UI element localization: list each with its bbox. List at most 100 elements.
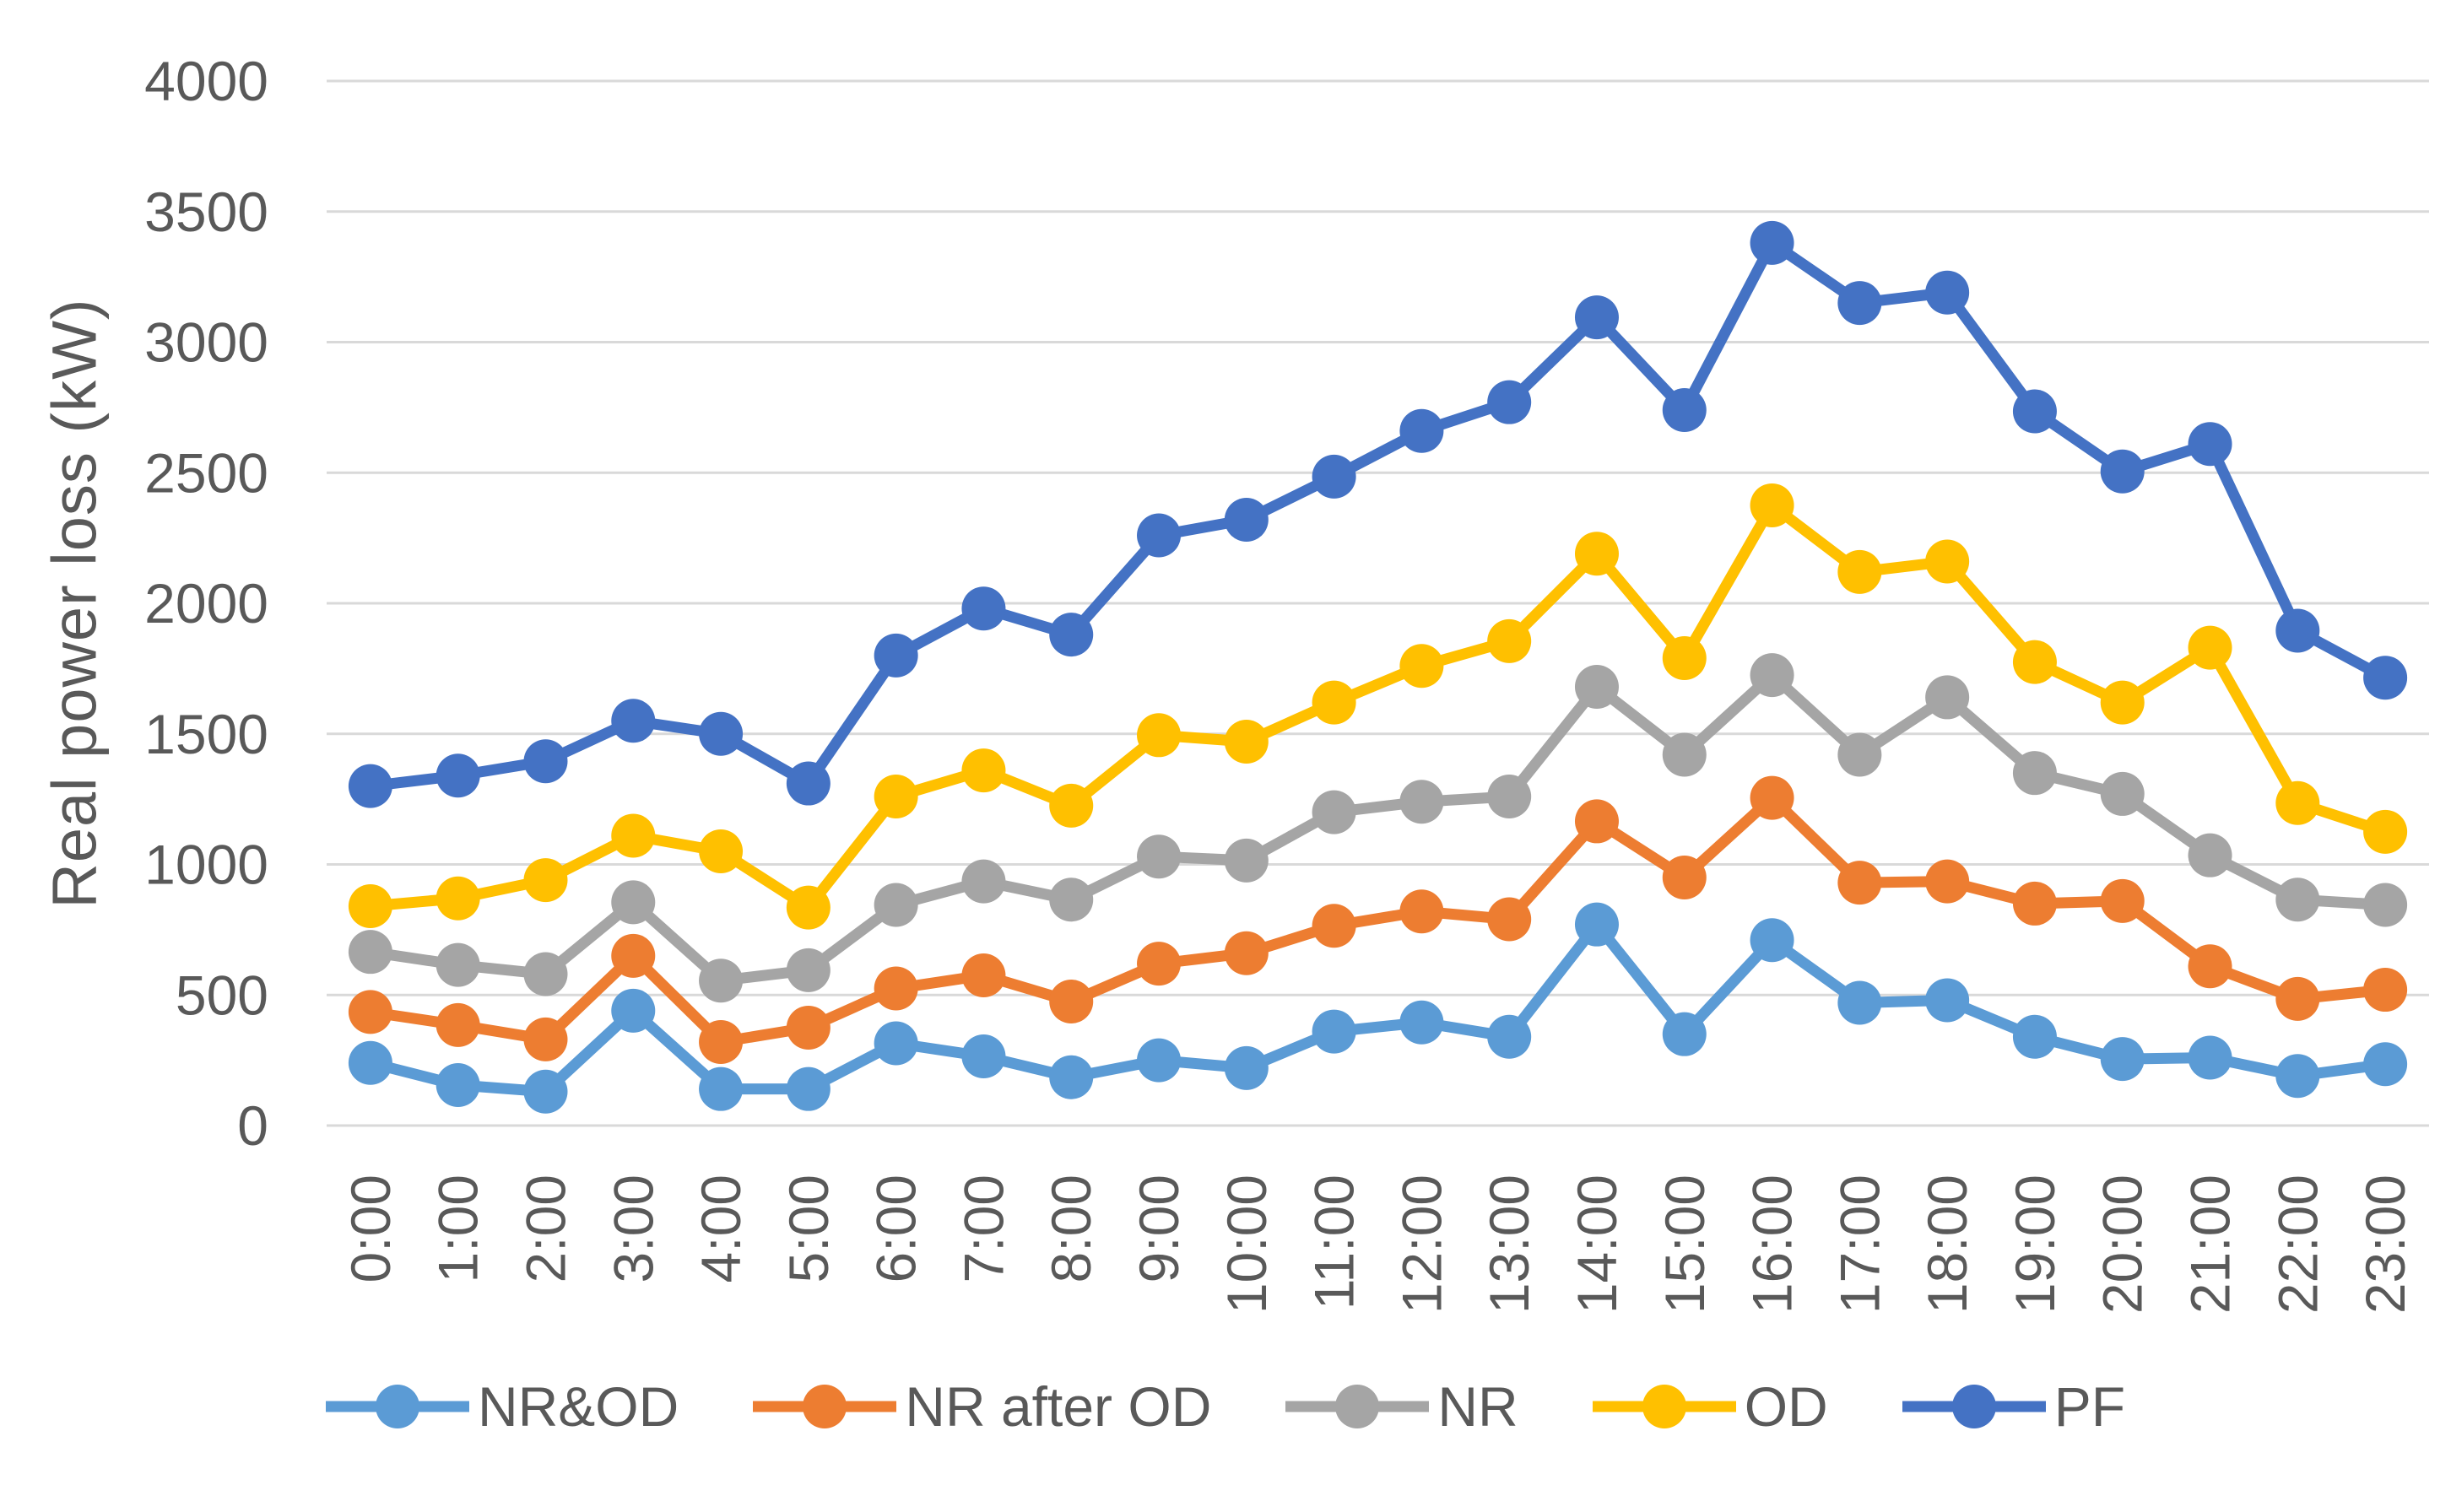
series-nr-od-point — [523, 1069, 568, 1114]
x-tick-label: 10:00 — [1215, 1174, 1278, 1314]
series-nr-od-point — [1224, 1045, 1269, 1090]
series-nr-after-od-point — [874, 966, 918, 1011]
series-nr-point — [2012, 751, 2057, 796]
series-pf-point — [348, 764, 392, 808]
series-nr-after-od-point — [436, 1002, 480, 1047]
series-nr-after-od-point — [2363, 968, 2408, 1012]
series-od-point — [1137, 713, 1182, 758]
series-nr-after-od-point — [2100, 878, 2145, 923]
series-pf-point — [1750, 220, 1794, 265]
series-od-point — [1662, 635, 1707, 680]
series-nr-od-point — [1049, 1055, 1094, 1099]
y-tick-label: 1000 — [144, 834, 268, 896]
series-nr-point — [1750, 653, 1794, 698]
series-nr-od-point — [874, 1021, 918, 1066]
x-tick-label: 6:00 — [865, 1174, 928, 1282]
series-pf-point — [2100, 449, 2145, 494]
series-nr-od-point — [348, 1040, 392, 1085]
chart-legend: NR&OD NR after OD NR OD PF — [0, 1360, 2451, 1453]
series-nr-after-od-point — [961, 953, 1006, 998]
x-tick-label: 16:00 — [1741, 1174, 1804, 1314]
series-pf-point — [1925, 270, 1970, 315]
series-nr-point — [1312, 790, 1356, 834]
series-pf-point — [2188, 422, 2232, 467]
series-nr-after-od-point — [611, 933, 656, 978]
series-pf-point — [786, 761, 831, 806]
series-nr-od-point — [1662, 1012, 1707, 1056]
series-nr-point — [874, 883, 918, 927]
legend-label: OD — [1744, 1375, 1828, 1438]
series-nr-od-point — [1837, 980, 1882, 1025]
series-nr-after-od-point — [1574, 799, 1619, 844]
series-nr-after-od-point — [523, 1017, 568, 1061]
x-tick-label: 4:00 — [690, 1174, 752, 1282]
series-od-point — [1925, 539, 1970, 584]
series-od-point — [2012, 640, 2057, 684]
series-nr-after-od-point — [348, 990, 392, 1034]
series-od-point — [348, 884, 392, 929]
series-od-point — [2363, 809, 2408, 854]
series-nr-point — [611, 880, 656, 925]
series-nr-point — [2363, 883, 2408, 927]
series-nr-point — [1487, 775, 1532, 819]
legend-item-od: OD — [1592, 1375, 1828, 1438]
series-nr-point — [1574, 665, 1619, 710]
legend-label: NR after OD — [905, 1375, 1212, 1438]
x-tick-label: 21:00 — [2179, 1174, 2242, 1314]
series-nr-od-point — [2275, 1054, 2320, 1099]
legend-marker-nr-icon — [1285, 1385, 1430, 1428]
series-od-point — [2275, 780, 2320, 825]
series-nr-after-od-point — [1312, 904, 1356, 948]
series-pf-point — [523, 739, 568, 784]
series-pf-point — [961, 586, 1006, 631]
series-nr-od-point — [1925, 978, 1970, 1023]
series-nr-point — [2100, 771, 2145, 816]
series-nr-od-point — [1137, 1038, 1182, 1083]
series-od-point — [2188, 625, 2232, 670]
series-pf-point — [699, 711, 744, 756]
legend-item-nr: NR — [1285, 1379, 1518, 1434]
series-od-point — [1312, 680, 1356, 725]
y-tick-label: 3500 — [144, 181, 268, 243]
series-pf-point — [1662, 387, 1707, 432]
series-nr-point — [348, 930, 392, 975]
y-tick-label: 0 — [237, 1094, 268, 1157]
series-pf-point — [1312, 454, 1356, 499]
y-tick-label: 2000 — [144, 572, 268, 634]
series-nr-od — [348, 902, 2408, 1114]
series-nr-point — [1925, 675, 1970, 720]
series-nr-after-od-line — [365, 792, 2391, 1048]
series-od-point — [1837, 549, 1882, 594]
series-nr-od-point — [2012, 1014, 2057, 1059]
series-nr-point — [699, 958, 744, 1003]
series-od-point — [1487, 618, 1532, 663]
x-tick-label: 9:00 — [1128, 1174, 1190, 1282]
x-tick-label: 17:00 — [1828, 1174, 1891, 1314]
series-od-line — [365, 500, 2391, 914]
series-nr-point — [1224, 838, 1269, 883]
series-nr-od-point — [1574, 902, 1619, 947]
series-od-point — [874, 775, 918, 819]
x-tick-label: 7:00 — [952, 1174, 1014, 1282]
series-nr-point — [2188, 833, 2232, 878]
series-nr-after-od-point — [1049, 979, 1094, 1023]
x-tick-label: 22:00 — [2266, 1174, 2329, 1314]
legend-item-pf: PF — [1902, 1379, 2125, 1434]
series-od-point — [1049, 783, 1094, 828]
series-nr-od-point — [436, 1063, 480, 1108]
y-axis-title: Real power loss (kW) — [39, 298, 110, 909]
series-nr-after-od-point — [1399, 889, 1444, 934]
series-nr-point — [1399, 780, 1444, 824]
x-tick-label: 23:00 — [2354, 1174, 2416, 1314]
series-od-point — [611, 813, 656, 858]
legend-item-nr-after-od: NR after OD — [753, 1379, 1211, 1434]
series-od-point — [523, 858, 568, 903]
series-nr-after-od-point — [1662, 855, 1707, 899]
series-nr-od-point — [961, 1034, 1006, 1078]
series-nr-point — [1049, 878, 1094, 922]
x-tick-label: 20:00 — [2091, 1174, 2154, 1314]
series-nr-point — [523, 952, 568, 996]
series-pf-point — [1224, 497, 1269, 542]
legend-label: PF — [2053, 1375, 2126, 1438]
